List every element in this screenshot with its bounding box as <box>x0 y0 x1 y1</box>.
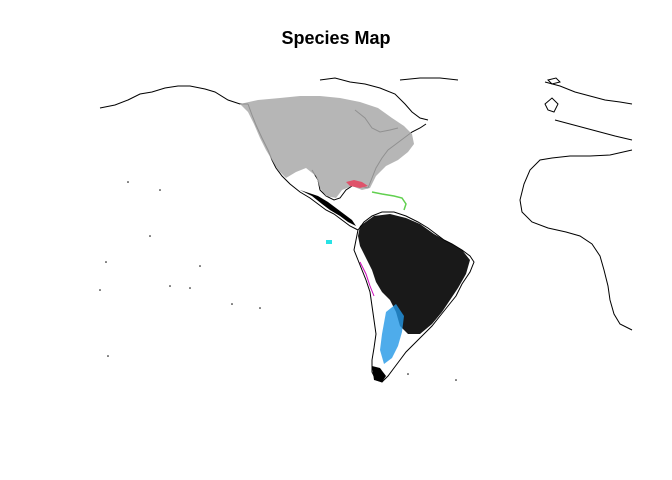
island-dot <box>169 285 171 287</box>
map-title: Species Map <box>281 28 391 48</box>
island-dot <box>407 373 409 375</box>
species-layer-north-america <box>240 96 414 198</box>
island-dot <box>149 235 151 237</box>
coastline-british-isles <box>544 97 559 113</box>
galapagos-range <box>326 240 332 244</box>
island-dot <box>189 287 191 289</box>
species-layer-argentina <box>380 304 404 364</box>
north-america-range <box>240 96 414 198</box>
coastline-europe <box>544 81 633 105</box>
island-dot <box>99 289 101 291</box>
central-america-range <box>300 190 356 226</box>
island-dot <box>199 265 201 267</box>
pacific-islands <box>99 181 457 381</box>
island-dot <box>259 307 261 309</box>
coastline-africa <box>519 149 633 331</box>
island-dot <box>159 189 161 191</box>
lesser-antilles-range <box>371 191 407 211</box>
south-america-range <box>358 214 470 334</box>
species-layer-lesser-antilles <box>371 191 407 211</box>
south-america-tip <box>372 366 386 382</box>
species-layer-galapagos <box>326 240 332 244</box>
coastline-canada-north <box>319 77 429 121</box>
coastline-europe-south <box>554 119 633 141</box>
island-dot <box>455 379 457 381</box>
species-layer-andes <box>359 261 375 297</box>
coastline-greenland <box>399 77 459 81</box>
coastline-south-america <box>353 211 475 383</box>
coastline-alaska <box>99 85 248 109</box>
coastline-iceland <box>547 77 561 85</box>
island-dot <box>231 303 233 305</box>
andes-range <box>359 261 375 297</box>
species-layer-cuba <box>346 180 368 188</box>
land-outlines <box>99 77 633 383</box>
island-dot <box>127 181 129 183</box>
species-layer-south-america <box>300 190 470 382</box>
argentina-range <box>380 304 404 364</box>
cuba-range <box>346 180 368 188</box>
island-dot <box>105 261 107 263</box>
island-dot <box>107 355 109 357</box>
